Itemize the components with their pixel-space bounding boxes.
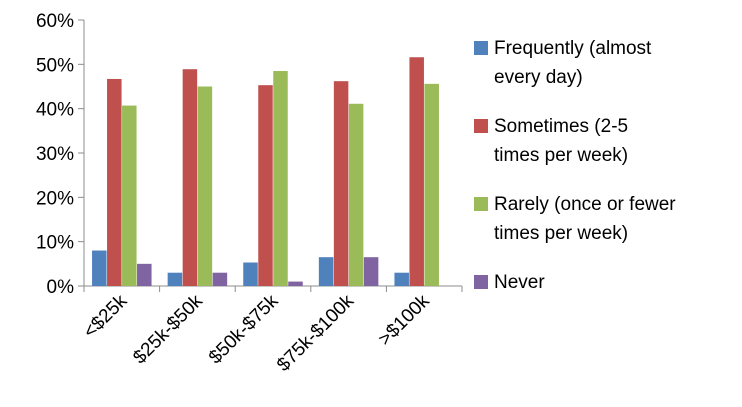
legend-label-rarely: Rarely (once or fewer times per week) [494, 194, 676, 244]
bar [182, 69, 198, 287]
bar [288, 281, 303, 286]
x-tick-label: <$25k [80, 290, 132, 342]
bar [273, 70, 288, 286]
x-tick-label: $50k-$75k [205, 290, 283, 368]
bar [197, 86, 213, 286]
x-tick-label: $25k-$50k [129, 290, 207, 368]
legend-item-never: Never [474, 268, 736, 297]
bar [167, 272, 183, 286]
legend-swatch-rarely [474, 197, 488, 211]
bar [122, 105, 137, 287]
y-tick-label: 60% [36, 11, 74, 32]
y-tick-label: 30% [36, 144, 74, 165]
bar [137, 263, 152, 286]
bar [333, 81, 349, 287]
legend-label-sometimes: Sometimes (2-5 times per week) [494, 116, 629, 166]
legend-swatch-sometimes [474, 119, 488, 133]
legend: Frequently (almost every day) Sometimes (… [474, 34, 736, 317]
bar [318, 257, 334, 286]
bar [348, 103, 364, 286]
bar [212, 272, 228, 286]
bar [92, 250, 107, 286]
x-tick-label: $75k-$100k [273, 290, 358, 375]
legend-label-never: Never [494, 272, 545, 293]
bar [424, 83, 439, 286]
y-tick-label: 10% [36, 233, 74, 254]
legend-swatch-never [474, 275, 488, 289]
bar [394, 272, 409, 286]
legend-label-frequently: Frequently (almost every day) [494, 38, 652, 88]
legend-item-sometimes: Sometimes (2-5 times per week) [474, 112, 736, 170]
bar [409, 57, 424, 286]
y-tick-label: 40% [36, 100, 74, 121]
y-tick-label: 20% [36, 188, 74, 209]
y-tick-label: 0% [47, 277, 75, 298]
bar [258, 85, 273, 286]
legend-swatch-frequently [474, 41, 488, 55]
bar [363, 257, 379, 286]
bar [243, 262, 258, 286]
bar [107, 78, 122, 286]
x-tick-label: >$100k [374, 290, 434, 350]
legend-item-frequently: Frequently (almost every day) [474, 34, 736, 92]
y-tick-label: 50% [36, 55, 74, 76]
legend-item-rarely: Rarely (once or fewer times per week) [474, 190, 736, 248]
